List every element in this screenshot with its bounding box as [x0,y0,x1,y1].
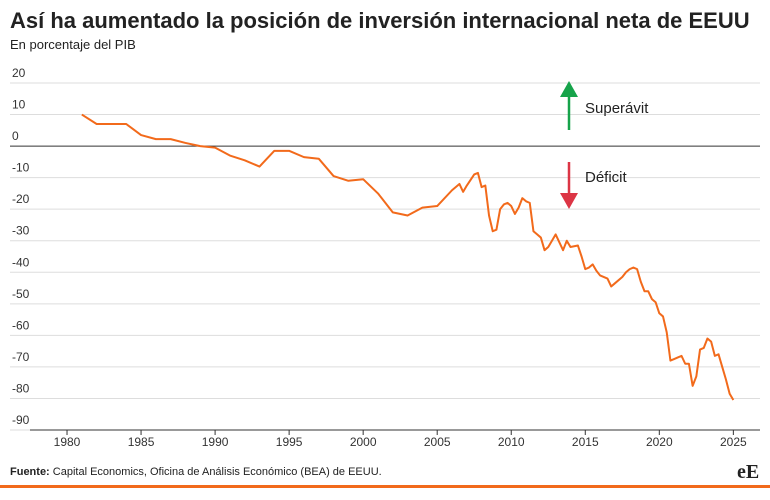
source: Fuente: Capital Economics, Oficina de An… [10,466,382,478]
arrow-up-head [560,81,578,97]
chart-title: Así ha aumentado la posición de inversió… [10,8,750,33]
bottom-rule [0,485,770,488]
x-tick-label: 1995 [276,435,303,449]
x-tick-label: 2005 [424,435,451,449]
logo: eE [737,461,759,483]
y-tick-label: -40 [12,255,30,269]
y-tick-label: -80 [12,381,30,395]
annotation: Superávit [585,100,649,117]
y-tick-label: 20 [12,66,26,80]
y-tick-label: -30 [12,224,30,238]
x-tick-label: 1985 [128,435,155,449]
y-tick-label: 10 [12,98,26,112]
x-tick-label: 2025 [720,435,747,449]
y-tick-label: -90 [12,413,30,427]
x-tick-label: 1980 [54,435,81,449]
y-tick-label: -60 [12,318,30,332]
x-tick-label: 2010 [498,435,525,449]
x-tick-label: 2015 [572,435,599,449]
x-tick-label: 2020 [646,435,673,449]
y-tick-label: 0 [12,129,19,143]
y-tick-label: -20 [12,192,30,206]
arrow-down-head [560,193,578,209]
x-tick-label: 2000 [350,435,377,449]
y-tick-label: -50 [12,287,30,301]
source-text: Capital Economics, Oficina de Análisis E… [53,466,382,478]
chart-subtitle: En porcentaje del PIB [10,37,136,52]
annotation: Déficit [585,169,628,186]
source-label: Fuente: [10,466,50,478]
line [81,113,735,401]
x-tick-label: 1990 [202,435,229,449]
y-tick-label: -10 [12,161,30,175]
plot-area: -90 -80 -70 -60 -50 -40 -30 -20 -10 0 10 20 1980 1985… [10,66,760,449]
y-tick-label: -70 [12,350,30,364]
